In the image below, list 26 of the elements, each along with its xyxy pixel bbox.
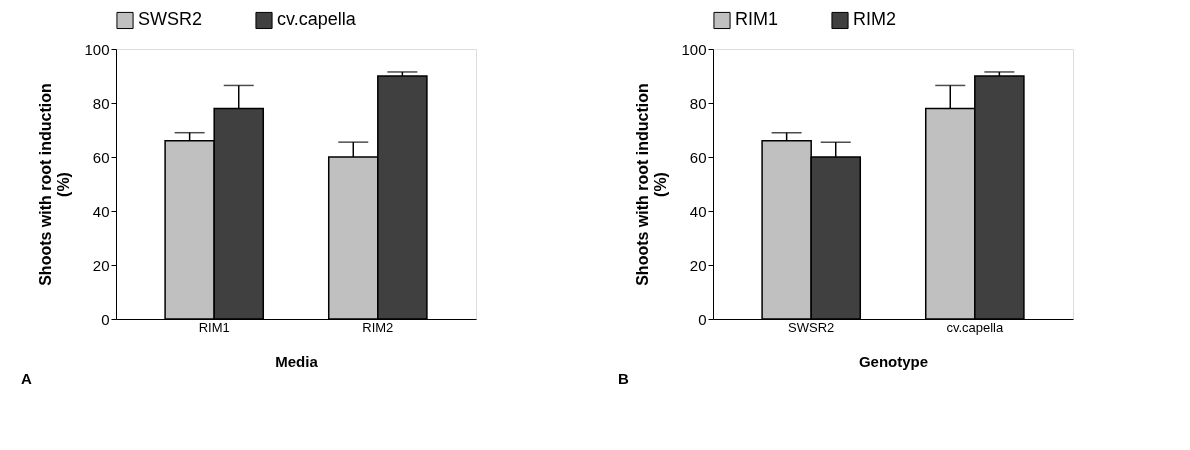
y-tick-label: 20 (92, 256, 110, 274)
text: B (618, 370, 629, 387)
y-tick-label: 0 (101, 310, 110, 328)
legend-label: cv.capella (277, 9, 357, 30)
y-tick-label: 80 (92, 94, 110, 112)
y-tick-label: 100 (681, 40, 707, 58)
y-tick-label: 60 (689, 148, 707, 166)
legend-label: SWSR2 (138, 9, 203, 30)
x-tick-label: RIM2 (362, 319, 394, 335)
x-axis-title: Media (275, 352, 319, 370)
y-axis-title: Shoots with root induction (%) (634, 83, 670, 286)
x-axis-title: Genotype (858, 352, 929, 370)
legend-label: RIM2 (853, 9, 897, 30)
y-tick-label: 100 (84, 40, 110, 58)
y-axis-title: Shoots with root induction (%) (37, 83, 73, 286)
y-tick-label: 0 (698, 310, 707, 328)
x-tick-label: cv.capella (946, 319, 1005, 335)
y-tick-label: 60 (92, 148, 110, 166)
y-tick-label: 20 (689, 256, 707, 274)
y-tick-label: 80 (689, 94, 707, 112)
x-tick-label: SWSR2 (788, 319, 835, 335)
x-tick-label: RIM1 (198, 319, 230, 335)
y-tick-label: 40 (689, 202, 707, 220)
legend-label: RIM1 (735, 9, 779, 30)
y-tick-label: 40 (92, 202, 110, 220)
text: A (21, 370, 32, 387)
